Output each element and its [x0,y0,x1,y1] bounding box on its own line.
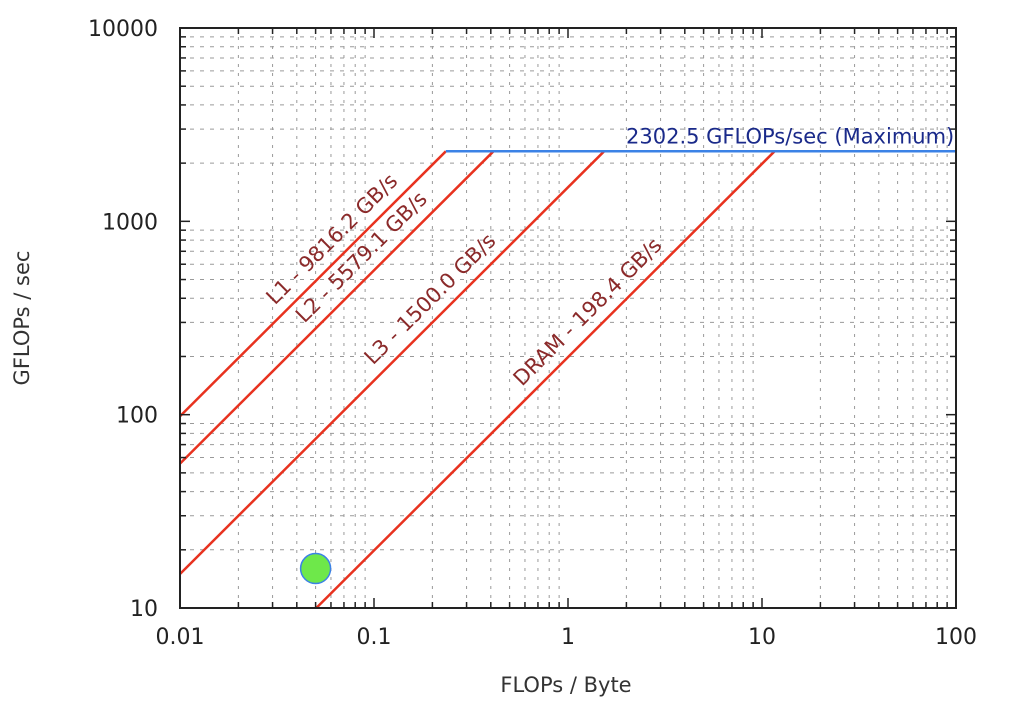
x-tick-label: 10 [748,625,776,650]
grid-lines [180,28,956,608]
compute-roof-label: 2302.5 GFLOPs/sec (Maximum) [626,124,954,148]
x-tick-label: 0.01 [156,625,205,650]
y-tick-label: 1000 [102,210,158,235]
x-tick-label: 1 [561,625,575,650]
roof-label-dram: DRAM - 198.4 GB/s [509,233,667,390]
x-tick-label: 0.1 [357,625,392,650]
roof-lines [179,150,956,609]
y-tick-label: 100 [116,404,158,429]
x-tick-label: 100 [935,625,977,650]
x-axis-title: FLOPs / Byte [500,673,631,697]
roof-line-l1 [179,150,447,418]
data-points [299,552,332,585]
y-axis-title: GFLOPs / sec [10,251,34,386]
kernel-point [299,552,332,585]
y-tick-label: 10000 [88,17,158,42]
roof-line-dram [315,150,776,609]
axis-ticks: 0.01 0.1 1 10 100 10 100 1000 10000 [88,17,977,650]
roof-line-l2 [179,150,495,465]
roof-line-l3 [179,150,605,575]
y-tick-label: 10 [130,597,158,622]
